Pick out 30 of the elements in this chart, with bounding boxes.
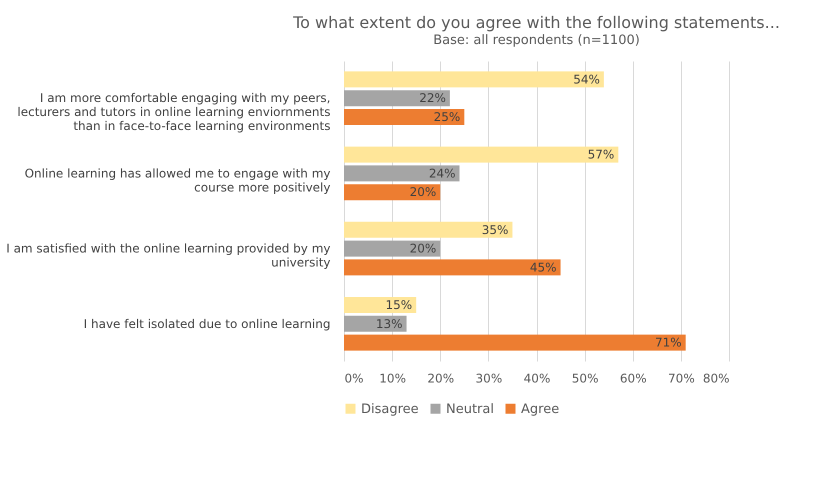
x-tick-label: 10% — [379, 372, 406, 386]
legend-label: Disagree — [361, 402, 419, 417]
data-label: 57% — [588, 148, 614, 162]
y-tick-label: I have felt isolated due to online learning — [84, 316, 330, 331]
x-tick-label: 50% — [572, 372, 598, 386]
y-tick-label: Online learning has allowed me to engage with my course more positively — [24, 166, 330, 194]
x-tick-label: 0% — [344, 372, 364, 386]
y-tick-label: I am satisfied with the online learning provided by my university — [6, 242, 330, 270]
x-tick-label: 60% — [620, 372, 647, 386]
data-label: 13% — [376, 316, 403, 331]
x-tick-label: 80% — [702, 372, 730, 386]
chart-title: To what extent do you agree with the following statements... — [292, 13, 780, 32]
data-label: 35% — [482, 222, 508, 237]
data-label: 20% — [410, 242, 436, 256]
data-label: 45% — [530, 260, 557, 274]
legend-label: Agree — [521, 402, 560, 417]
x-tick-label: 70% — [668, 372, 695, 386]
y-tick-label: I am more comfortable engaging with my peers, lecturers and tutors in online learning enviornments than in face-to-face learning environments — [17, 91, 330, 134]
legend-label: Neutral — [446, 402, 494, 417]
data-label: 20% — [410, 185, 436, 200]
data-label: 15% — [386, 298, 412, 312]
data-label: 71% — [655, 336, 682, 350]
x-tick-label: 20% — [427, 372, 454, 386]
chart-subtitle: Base: all respondents (n=1100) — [433, 33, 640, 48]
data-label: 54% — [573, 72, 600, 86]
data-label: 24% — [428, 166, 456, 180]
x-tick-label: 30% — [476, 372, 502, 386]
data-label: 22% — [419, 91, 446, 106]
x-tick-label: 40% — [524, 372, 550, 386]
data-label: 25% — [434, 110, 460, 124]
